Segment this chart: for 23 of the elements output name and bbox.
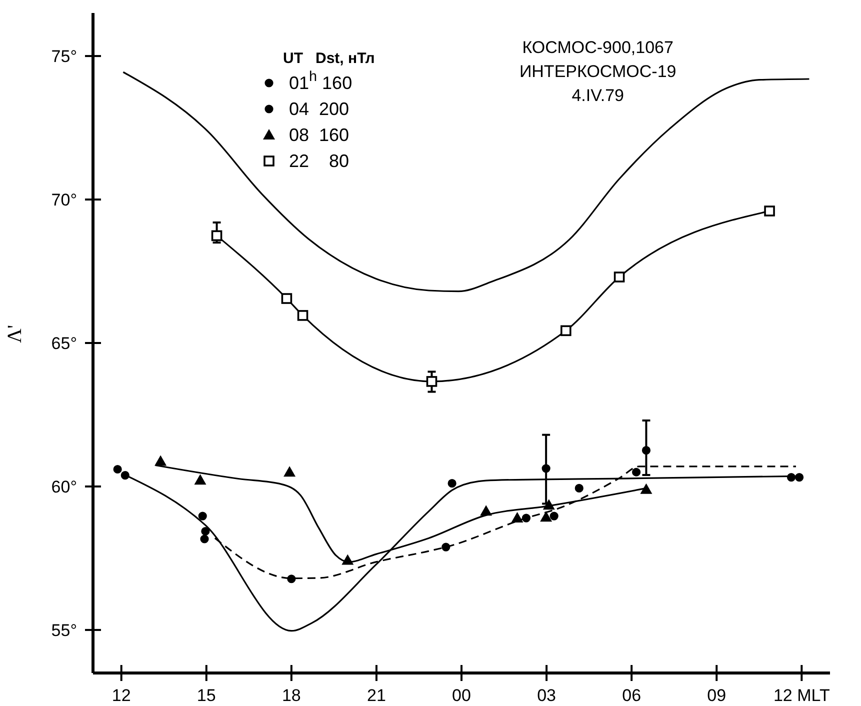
y-tick-label: 70° bbox=[51, 190, 77, 210]
y-axis-title: Λ' bbox=[4, 324, 26, 343]
annotation: КОСМОС-900,1067 bbox=[522, 38, 674, 57]
y-tick-label: 75° bbox=[51, 47, 77, 66]
annotation: ИНТЕРКОСМОС-19 bbox=[519, 62, 676, 81]
x-tick-label: 18 bbox=[282, 686, 301, 705]
x-tick-label: 12 bbox=[112, 686, 131, 705]
y-tick-label: 55° bbox=[51, 620, 77, 640]
legend-title: UT Dst, нТл bbox=[283, 50, 375, 67]
x-tick-label: 12 MLT bbox=[773, 686, 830, 705]
x-tick-label: 00 bbox=[452, 686, 471, 705]
x-tick-label: 06 bbox=[622, 686, 642, 705]
x-tick-label: 15 bbox=[196, 686, 216, 705]
annotation: 4.IV.79 bbox=[572, 86, 624, 105]
y-tick-label: 65° bbox=[51, 334, 77, 353]
legend-label: 22 80 bbox=[289, 151, 350, 171]
legend-label: 08 160 bbox=[289, 125, 350, 145]
x-tick-label: 21 bbox=[367, 686, 386, 705]
y-tick-label: 60° bbox=[51, 477, 77, 496]
legend-label: 01$^{h}$ 160 bbox=[289, 69, 352, 93]
legend-label: 04 200 bbox=[289, 99, 350, 119]
x-tick-label: 09 bbox=[707, 686, 726, 705]
x-tick-label: 03 bbox=[537, 686, 556, 705]
